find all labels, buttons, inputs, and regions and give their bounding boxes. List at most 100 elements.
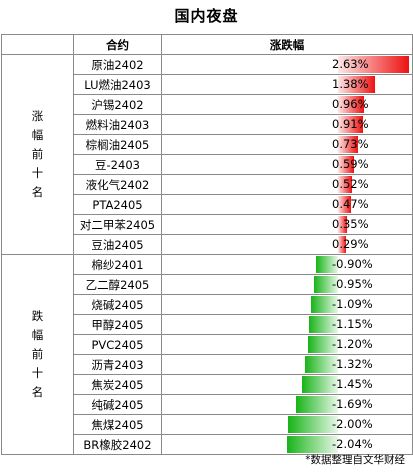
gain-bar	[338, 236, 346, 253]
gain-bar	[338, 196, 351, 213]
change-cell: -1.20%	[161, 334, 413, 355]
change-cell: -0.90%	[161, 254, 413, 275]
change-cell: 1.38%	[161, 74, 413, 95]
change-cell: 0.35%	[161, 214, 413, 235]
change-cell: -0.95%	[161, 274, 413, 295]
change-value: -1.32%	[332, 357, 373, 371]
header-change: 涨跌幅	[161, 34, 413, 55]
loss-bar	[288, 416, 338, 433]
page-title: 国内夜盘	[174, 7, 239, 25]
change-value: -0.95%	[332, 277, 373, 291]
group-label: 跌 幅 前 十 名	[1, 254, 74, 455]
loss-bar	[305, 356, 338, 373]
change-cell: 2.63%	[161, 54, 413, 75]
contract-cell: 甲醇2405	[73, 314, 162, 335]
contract-cell: 纯碱2405	[73, 394, 162, 415]
gain-bar	[338, 176, 353, 193]
loss-bar	[315, 256, 338, 273]
change-value: 0.91%	[332, 117, 369, 131]
table-row: 乙二醇2405 -0.95%	[2, 274, 413, 295]
change-value: -0.90%	[332, 257, 373, 271]
loss-bar	[295, 396, 338, 413]
change-value: 0.59%	[332, 157, 369, 171]
change-cell: -1.15%	[161, 314, 413, 335]
change-value: -2.00%	[332, 417, 373, 431]
change-value: 0.47%	[332, 197, 369, 211]
change-cell: 0.91%	[161, 114, 413, 135]
table-row: 跌 幅 前 十 名棉纱2401 -0.90%	[1, 254, 413, 455]
change-cell: -1.32%	[161, 354, 413, 375]
change-cell: -1.45%	[161, 374, 413, 395]
gain-bar	[338, 216, 348, 233]
loss-bar	[287, 436, 338, 453]
gain-bar	[338, 96, 364, 113]
change-cell: -1.09%	[161, 294, 413, 315]
contract-cell: 焦炭2405	[73, 374, 162, 395]
change-cell: 0.59%	[161, 154, 413, 175]
change-cell: 0.52%	[161, 174, 413, 195]
contract-cell: LU燃油2403	[73, 74, 162, 95]
change-cell: 0.47%	[161, 194, 413, 215]
gain-bar	[338, 136, 358, 153]
loss-bar	[309, 316, 338, 333]
change-value: 0.29%	[332, 237, 369, 251]
header-contract: 合约	[73, 34, 162, 55]
change-value: 0.35%	[332, 217, 369, 231]
change-value: 0.96%	[332, 97, 369, 111]
contract-cell: 沪锡2402	[73, 94, 162, 115]
contract-cell: 对二甲苯2405	[73, 214, 162, 235]
contract-cell: 棉纱2401	[73, 254, 162, 275]
change-value: -1.69%	[332, 397, 373, 411]
table-row: 液化气2402 0.52%	[2, 174, 413, 195]
header-group	[1, 34, 74, 55]
contract-cell: 烧碱2405	[73, 294, 162, 315]
change-value: 2.63%	[332, 57, 369, 71]
gain-bar	[338, 116, 363, 133]
table-row: 沥青2403 -1.32%	[2, 354, 413, 375]
change-value: -1.15%	[332, 317, 373, 331]
change-value: -1.20%	[332, 337, 373, 351]
change-cell: 0.73%	[161, 134, 413, 155]
loss-bar	[301, 376, 338, 393]
change-value: -1.09%	[332, 297, 373, 311]
change-cell: 0.29%	[161, 234, 413, 255]
table-header-row: 合约 涨跌幅	[1, 34, 413, 55]
loss-bar	[310, 296, 338, 313]
contract-cell: 焦煤2405	[73, 414, 162, 435]
contract-cell: BR橡胶2402	[73, 434, 162, 455]
table-row: 烧碱2405 -1.09%	[2, 294, 413, 315]
change-cell: -2.04%	[161, 434, 413, 455]
gain-bar	[338, 156, 354, 173]
contract-cell: 豆油2405	[73, 234, 162, 255]
contract-cell: 乙二醇2405	[73, 274, 162, 295]
contract-cell: 液化气2402	[73, 174, 162, 195]
table-row: 涨 幅 前 十 名原油2402 2.63%	[1, 54, 413, 255]
table-row: 焦炭2405 -1.45%	[2, 374, 413, 395]
table-row: 棕榈油2405 0.73%	[2, 134, 413, 155]
contract-cell: 沥青2403	[73, 354, 162, 375]
contract-cell: 原油2402	[73, 54, 162, 75]
gain-bar	[338, 76, 376, 93]
change-value: 0.52%	[332, 177, 369, 191]
contract-cell: PVC2405	[73, 334, 162, 355]
contract-cell: 棕榈油2405	[73, 134, 162, 155]
loss-bar	[314, 276, 338, 293]
change-value: -1.45%	[332, 377, 373, 391]
table-row: 纯碱2405 -1.69%	[2, 394, 413, 415]
table-row: LU燃油2403 1.38%	[2, 74, 413, 95]
table-row: 豆油2405 0.29%	[2, 234, 413, 255]
change-value: 1.38%	[332, 77, 369, 91]
change-cell: -1.69%	[161, 394, 413, 415]
change-cell: -2.00%	[161, 414, 413, 435]
change-value: -2.04%	[332, 437, 373, 451]
table-row: PVC2405 -1.20%	[2, 334, 413, 355]
night-session-table: 合约 涨跌幅 涨 幅 前 十 名原油2402 2.63% LU燃油2403 1.38%…	[1, 34, 413, 455]
contract-cell: 燃料油2403	[73, 114, 162, 135]
gain-bar	[338, 56, 409, 73]
source-note: *数据整理自文华财经	[305, 454, 405, 466]
group-label: 涨 幅 前 十 名	[1, 54, 74, 255]
contract-cell: PTA2405	[73, 194, 162, 215]
table-row: 豆-2403 0.59%	[2, 154, 413, 175]
contract-cell: 豆-2403	[73, 154, 162, 175]
change-cell: 0.96%	[161, 94, 413, 115]
